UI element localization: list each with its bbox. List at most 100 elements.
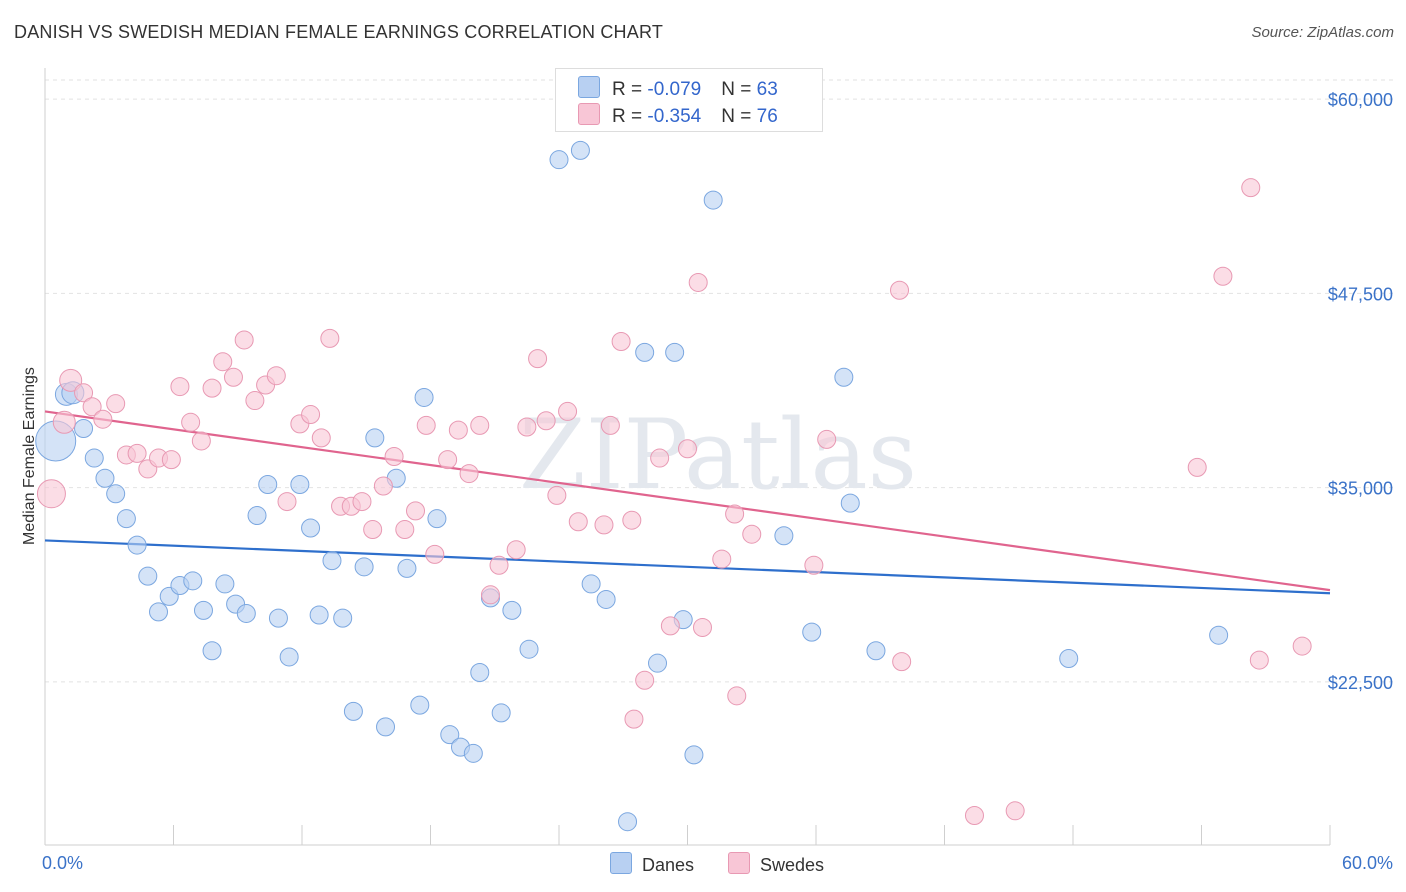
y-tick-label: $47,500 xyxy=(1328,284,1393,304)
swedes-point xyxy=(59,368,83,392)
legend-row-swedes: R = -0.354 N = 76 xyxy=(578,103,778,128)
danes-point xyxy=(410,695,430,715)
danes-point xyxy=(502,600,522,620)
swedes-point xyxy=(36,479,66,509)
swedes-point xyxy=(692,617,712,637)
swedes-point xyxy=(547,485,567,505)
danes-point xyxy=(247,506,267,526)
swedes-point xyxy=(448,420,468,440)
danes-point xyxy=(149,602,169,622)
danes-point xyxy=(301,518,321,538)
swedes-point xyxy=(266,366,286,386)
swedes-point xyxy=(301,405,321,425)
danes-point xyxy=(236,603,256,623)
legend-item-danes: Danes xyxy=(610,852,694,876)
swedes-point xyxy=(804,555,824,575)
swedes-point xyxy=(384,447,404,466)
danes-point xyxy=(354,557,374,577)
swedes-point xyxy=(234,330,254,350)
danes-point xyxy=(1209,625,1229,645)
y-tick-label: $35,000 xyxy=(1328,479,1393,499)
tick-labels: $22,500 $35,000 $47,500 $60,000 0.0% 60.0% xyxy=(42,90,1393,873)
swedes-point xyxy=(352,492,372,512)
swedes-point xyxy=(1187,457,1207,477)
danes-point xyxy=(138,566,158,586)
danes-point xyxy=(618,812,638,832)
data-points xyxy=(35,140,1312,832)
swedes-point xyxy=(425,544,445,564)
swedes-point xyxy=(727,686,747,706)
swedes-trend-line xyxy=(44,410,1331,592)
danes-point xyxy=(95,468,115,488)
swedes-point xyxy=(320,328,340,348)
danes-point xyxy=(570,140,590,160)
danes-point xyxy=(397,558,417,578)
x-tick-label: 0.0% xyxy=(42,853,83,873)
axes xyxy=(44,68,1331,846)
danes-r-label: R = xyxy=(612,79,648,100)
swedes-point xyxy=(624,709,644,729)
danes-point xyxy=(684,745,704,765)
danes-point xyxy=(215,574,235,594)
swedes-point xyxy=(622,510,642,530)
legend-danes-label: Danes xyxy=(642,855,695,875)
danes-point xyxy=(866,641,886,661)
swedes-point xyxy=(660,616,680,636)
swedes-point xyxy=(1241,178,1261,198)
swedes-point xyxy=(181,412,201,432)
swedes-point xyxy=(1292,636,1312,656)
swedes-point xyxy=(890,280,910,300)
danes-point xyxy=(463,743,483,763)
danes-point xyxy=(106,484,126,504)
danes-point xyxy=(840,493,860,513)
danes-point xyxy=(268,608,288,628)
grid-lines xyxy=(45,79,1395,683)
danes-point xyxy=(549,150,569,170)
source-label: Source: ZipAtlas.com xyxy=(1251,24,1394,41)
danes-point xyxy=(802,622,822,642)
danes-n-label: N = xyxy=(721,79,757,100)
danes-point xyxy=(635,342,655,362)
swedes-point xyxy=(536,411,556,431)
swedes-point xyxy=(506,540,526,560)
danes-point xyxy=(648,653,668,673)
swedes-point xyxy=(528,349,548,369)
swedes-n-value: 76 xyxy=(756,106,778,127)
swedes-point xyxy=(712,549,732,569)
danes-point xyxy=(279,647,299,667)
danes-point xyxy=(309,605,329,625)
danes-n-value: 63 xyxy=(756,79,778,100)
swedes-point xyxy=(52,410,76,434)
swedes-point xyxy=(213,352,233,372)
swedes-point xyxy=(311,428,331,448)
swedes-point xyxy=(438,450,458,470)
danes-point xyxy=(84,448,104,468)
danes-point xyxy=(183,571,203,591)
watermark: ZIPatlas xyxy=(519,399,917,511)
swedes-point xyxy=(611,332,631,352)
swedes-point xyxy=(725,504,745,524)
danes-point xyxy=(127,535,147,555)
swedes-point xyxy=(395,520,415,540)
danes-point xyxy=(581,574,601,594)
danes-point xyxy=(1059,649,1079,669)
swedes-point xyxy=(277,492,297,512)
danes-point xyxy=(376,717,396,737)
danes-point xyxy=(703,190,723,210)
y-tick-label: $60,000 xyxy=(1328,90,1393,110)
swedes-point xyxy=(1005,801,1025,821)
danes-point xyxy=(440,725,460,745)
swedes-point xyxy=(568,512,588,532)
swedes-point xyxy=(223,367,243,387)
danes-swatch xyxy=(578,76,600,98)
swedes-point xyxy=(406,501,426,521)
trend-lines xyxy=(44,410,1331,595)
danes-point xyxy=(74,419,94,439)
swedes-point xyxy=(459,464,479,484)
swedes-r-label: R = xyxy=(612,106,648,127)
swedes-point xyxy=(817,429,837,449)
correlation-legend: R = -0.079 N = 63 R = -0.354 N = 76 xyxy=(555,68,823,132)
swedes-point xyxy=(82,397,102,417)
danes-point xyxy=(258,474,278,494)
danes-point xyxy=(519,639,539,659)
